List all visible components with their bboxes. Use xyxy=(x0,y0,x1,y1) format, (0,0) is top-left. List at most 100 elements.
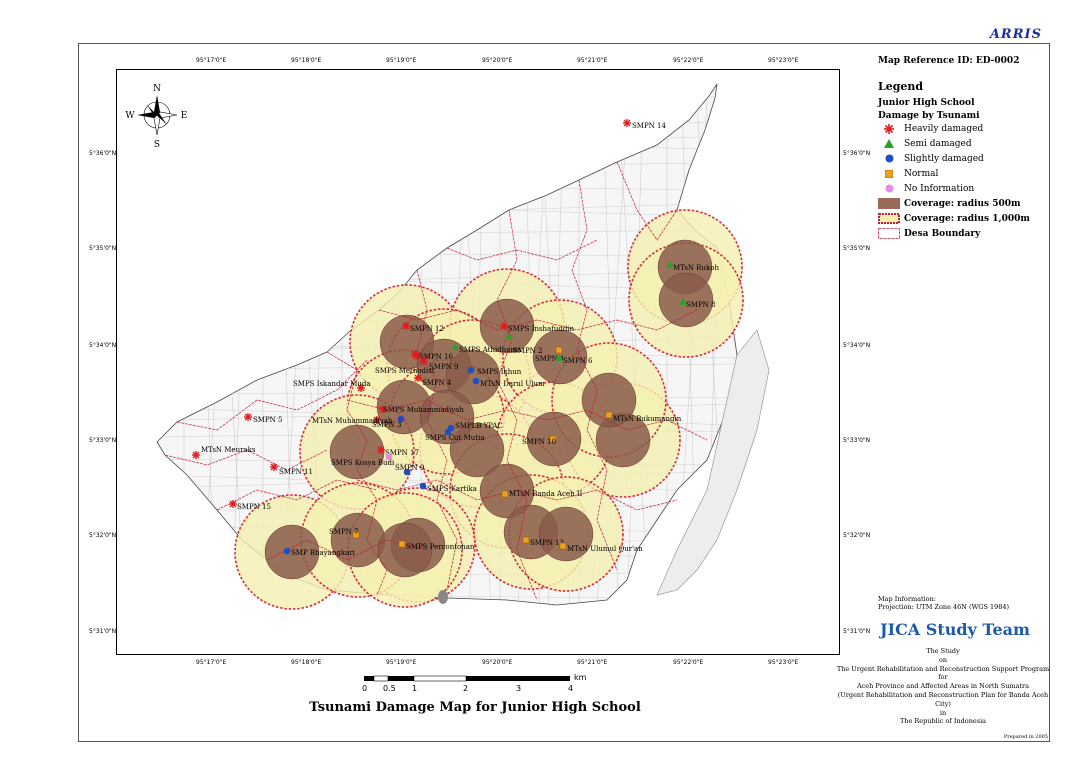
school-marker[interactable]: SMPLB YPAC xyxy=(447,422,503,432)
school-marker[interactable]: SMPS Kartika xyxy=(419,482,477,493)
school-marker[interactable]: SMPS Inshafuddin xyxy=(500,322,575,333)
orange-square-icon xyxy=(522,536,530,544)
school-marker[interactable]: SMPN 14 xyxy=(623,119,666,130)
school-marker[interactable]: SMPN 13 xyxy=(522,536,564,547)
school-label: SMPS Iskandar Muda xyxy=(293,380,371,388)
school-label: SMPS Cut Mutia xyxy=(425,434,485,442)
orange-square-icon xyxy=(878,169,900,178)
school-label: SMPN 3 xyxy=(372,421,401,429)
school-marker[interactable]: SMPN 2 xyxy=(505,333,542,355)
school-marker[interactable]: SMPS Iskandar Muda xyxy=(293,380,371,392)
coverage-500m-circle xyxy=(329,424,385,480)
school-marker[interactable]: SMPS Athidhama xyxy=(451,343,521,354)
green-triangle-icon xyxy=(679,298,687,305)
school-marker[interactable]: SMPN 10 xyxy=(522,435,557,446)
left-tick-label: 5°33'0"N xyxy=(89,437,117,444)
bottom-tick-label: 95°19'0"E xyxy=(386,659,417,666)
school-marker[interactable]: SMPS Kosya Budi xyxy=(331,453,395,467)
school-marker[interactable]: SMPN 6 xyxy=(555,354,593,365)
top-tick-label: 95°21'0"E xyxy=(577,57,608,64)
legend-item-semi: Semi damaged xyxy=(878,136,1048,151)
compass-e: E xyxy=(181,111,188,121)
school-marker[interactable]: SMPN 5 xyxy=(244,413,282,424)
school-marker[interactable]: MTsN Bukumangin xyxy=(605,411,682,423)
bottom-tick-label: 95°22'0"E xyxy=(673,659,704,666)
school-marker[interactable]: MTsN Ulumul Qur'an xyxy=(559,542,643,553)
legend-item-cov500: Coverage: radius 500m xyxy=(878,196,1048,211)
right-tick-label: 5°32'0"N xyxy=(843,532,871,539)
school-marker[interactable]: SMPN 9 xyxy=(395,464,424,476)
school-marker[interactable]: SMPN 9 xyxy=(420,357,458,371)
compass-s: S xyxy=(154,140,160,150)
orange-square-icon xyxy=(352,531,360,539)
left-tick-label: 5°34'0"N xyxy=(89,342,117,349)
school-marker[interactable]: MTsN Darul Ulum xyxy=(472,377,545,388)
red-asterisk-icon xyxy=(402,322,410,330)
school-label: SMPS Ikhun xyxy=(477,368,522,376)
legend-subtitle: Junior High School xyxy=(878,98,975,108)
school-marker[interactable]: SMPN 1 xyxy=(535,346,564,363)
jica-team-title: JICA Study Team xyxy=(880,620,1030,639)
bottom-tick-label: 95°18'0"E xyxy=(291,659,322,666)
red-asterisk-icon xyxy=(192,451,200,459)
school-marker[interactable]: SMPN 4 xyxy=(414,374,452,387)
school-marker[interactable]: SMPS Methodist xyxy=(375,352,435,375)
blue-dot-icon xyxy=(444,428,452,436)
school-label: SMPN 2 xyxy=(513,347,542,355)
school-marker[interactable]: SMPN 15 xyxy=(229,500,271,511)
map-info-label: Map Information: xyxy=(878,595,936,603)
legend-item-heavy: Heavily damaged xyxy=(878,121,1048,136)
compass-w: W xyxy=(125,111,135,121)
school-marker[interactable]: MTsN Banda Aceh II xyxy=(501,490,583,498)
scale-bar-svg xyxy=(364,675,570,682)
desa-boundary-line xyxy=(176,359,368,431)
red-asterisk-icon xyxy=(270,463,278,471)
school-marker[interactable]: SMP Bhayangkari xyxy=(283,547,356,557)
red-asterisk-icon xyxy=(623,119,631,127)
school-marker[interactable]: MTsN Meuraks xyxy=(192,446,256,459)
school-marker[interactable]: MTsN Muhammadiyah xyxy=(312,416,393,425)
coverage-500m-circle xyxy=(264,524,320,580)
school-marker[interactable]: SMPS Muhammadiyah xyxy=(379,405,464,414)
school-label: SMPN 9 xyxy=(429,363,458,371)
red-asterisk-icon xyxy=(414,374,422,382)
school-label: SMPN 15 xyxy=(237,503,271,511)
right-tick-label: 5°31'0"N xyxy=(843,628,871,635)
coverage-500m-swatch xyxy=(878,198,900,209)
school-label: MTsN Muhammadiyah xyxy=(312,417,393,425)
scale-label: 1 xyxy=(412,684,418,693)
school-marker[interactable]: SMPN 7 xyxy=(329,528,360,539)
desa-boundary-line xyxy=(356,479,678,511)
school-label: MTsN Banda Aceh II xyxy=(509,490,583,498)
left-tick-label: 5°31'0"N xyxy=(89,628,117,635)
school-marker[interactable]: SMPS Ikhun xyxy=(467,366,522,376)
map-info: Map Information: Projection: UTM Zone 46… xyxy=(878,595,1009,611)
left-tick-label: 5°35'0"N xyxy=(89,245,117,252)
school-marker[interactable]: SMPN 11 xyxy=(270,463,313,476)
map-canvas[interactable]: SMPN 14 MTsN Rukoh SMPN 8 SMPN 12 SMPS Insha… xyxy=(116,69,840,655)
school-marker[interactable]: SMPS Percontohan xyxy=(398,540,475,551)
school-marker[interactable]: SMPN 17 xyxy=(377,446,419,457)
red-asterisk-icon xyxy=(878,123,900,134)
bottom-tick-label: 95°17'0"E xyxy=(196,659,227,666)
right-tick-label: 5°35'0"N xyxy=(843,245,871,252)
school-label: SMPN 14 xyxy=(632,122,666,130)
school-label: SMPN 8 xyxy=(686,301,715,309)
lake xyxy=(438,590,448,604)
desa-boundary-line xyxy=(164,449,328,471)
school-marker[interactable]: SMPS Cut Mutia xyxy=(425,428,485,442)
scale-label: 3 xyxy=(516,684,522,693)
scale-label: 2 xyxy=(463,684,469,693)
red-asterisk-icon xyxy=(420,357,428,365)
school-marker[interactable]: SMPN 3 xyxy=(372,415,405,429)
study-credits: The Study on The Urgent Rehabilitation a… xyxy=(836,647,1050,726)
desa-boundary-line xyxy=(616,161,678,241)
blue-dot-icon xyxy=(878,154,900,163)
red-asterisk-icon xyxy=(244,413,252,421)
school-label: MTsN Meuraks xyxy=(201,446,256,454)
school-marker[interactable]: SMPN 12 xyxy=(402,322,444,333)
coverage-500m-circle xyxy=(538,506,594,562)
school-label: SMPN 1 xyxy=(535,355,564,363)
school-marker[interactable]: MTsN Rukoh xyxy=(666,261,720,272)
school-marker[interactable]: SMPN 8 xyxy=(679,298,715,309)
